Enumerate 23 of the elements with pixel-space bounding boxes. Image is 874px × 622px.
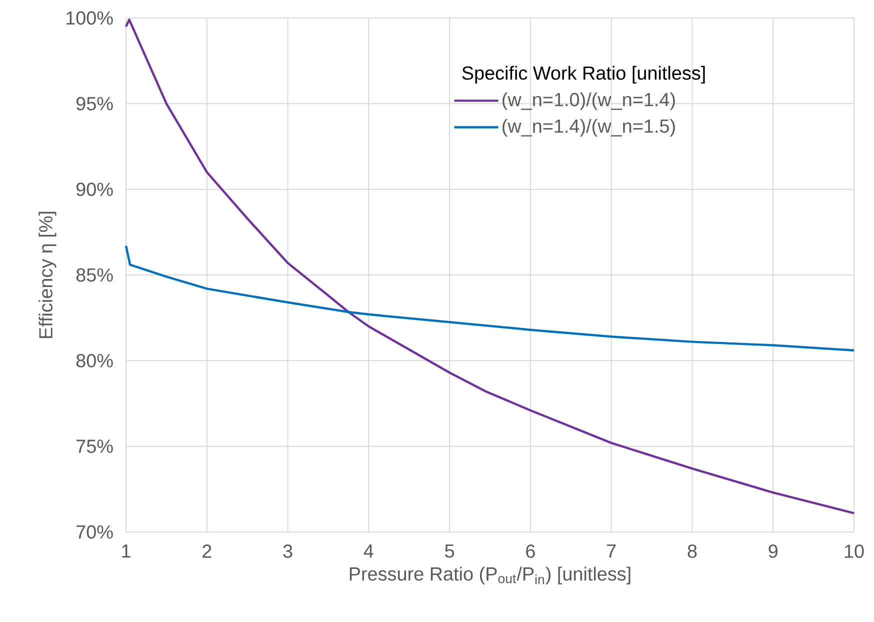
y-tick-label: 85% — [76, 268, 113, 282]
x-tick-label: 6 — [526, 544, 535, 558]
x-tick-label: 3 — [283, 544, 292, 558]
y-tick-label: 100% — [66, 11, 113, 25]
y-tick-label: 80% — [76, 354, 113, 368]
x-tick-label: 8 — [688, 544, 697, 558]
y-tick-label: 75% — [76, 440, 113, 453]
y-tick-label: 70% — [76, 525, 113, 539]
x-tick-label: 9 — [768, 544, 778, 558]
x-tick-label: 1 — [122, 544, 130, 558]
x-tick-label: 4 — [364, 544, 374, 558]
y-tick-label: 90% — [76, 182, 113, 196]
x-axis-title: Pressure Ratio (P$_{out}$/P$_{in}$) [unitless] — [350, 566, 630, 584]
legend-title: Specific Work Ratio [unitless] — [462, 66, 705, 84]
legend-label: (w_n=1.0)/(w_n=1.4) — [502, 92, 675, 110]
line-series — [124, 18, 856, 514]
x-tick-label: 2 — [202, 544, 212, 558]
x-tick-label: 7 — [607, 544, 616, 558]
y-axis-title: Efficiency η [%] — [38, 212, 56, 338]
x-tick-label: 5 — [445, 544, 454, 558]
x-tick-label: 10 — [844, 544, 864, 558]
y-tick-label: 95% — [76, 96, 113, 110]
legend-label: (w_n=1.4)/(w_n=1.5) — [502, 118, 675, 137]
